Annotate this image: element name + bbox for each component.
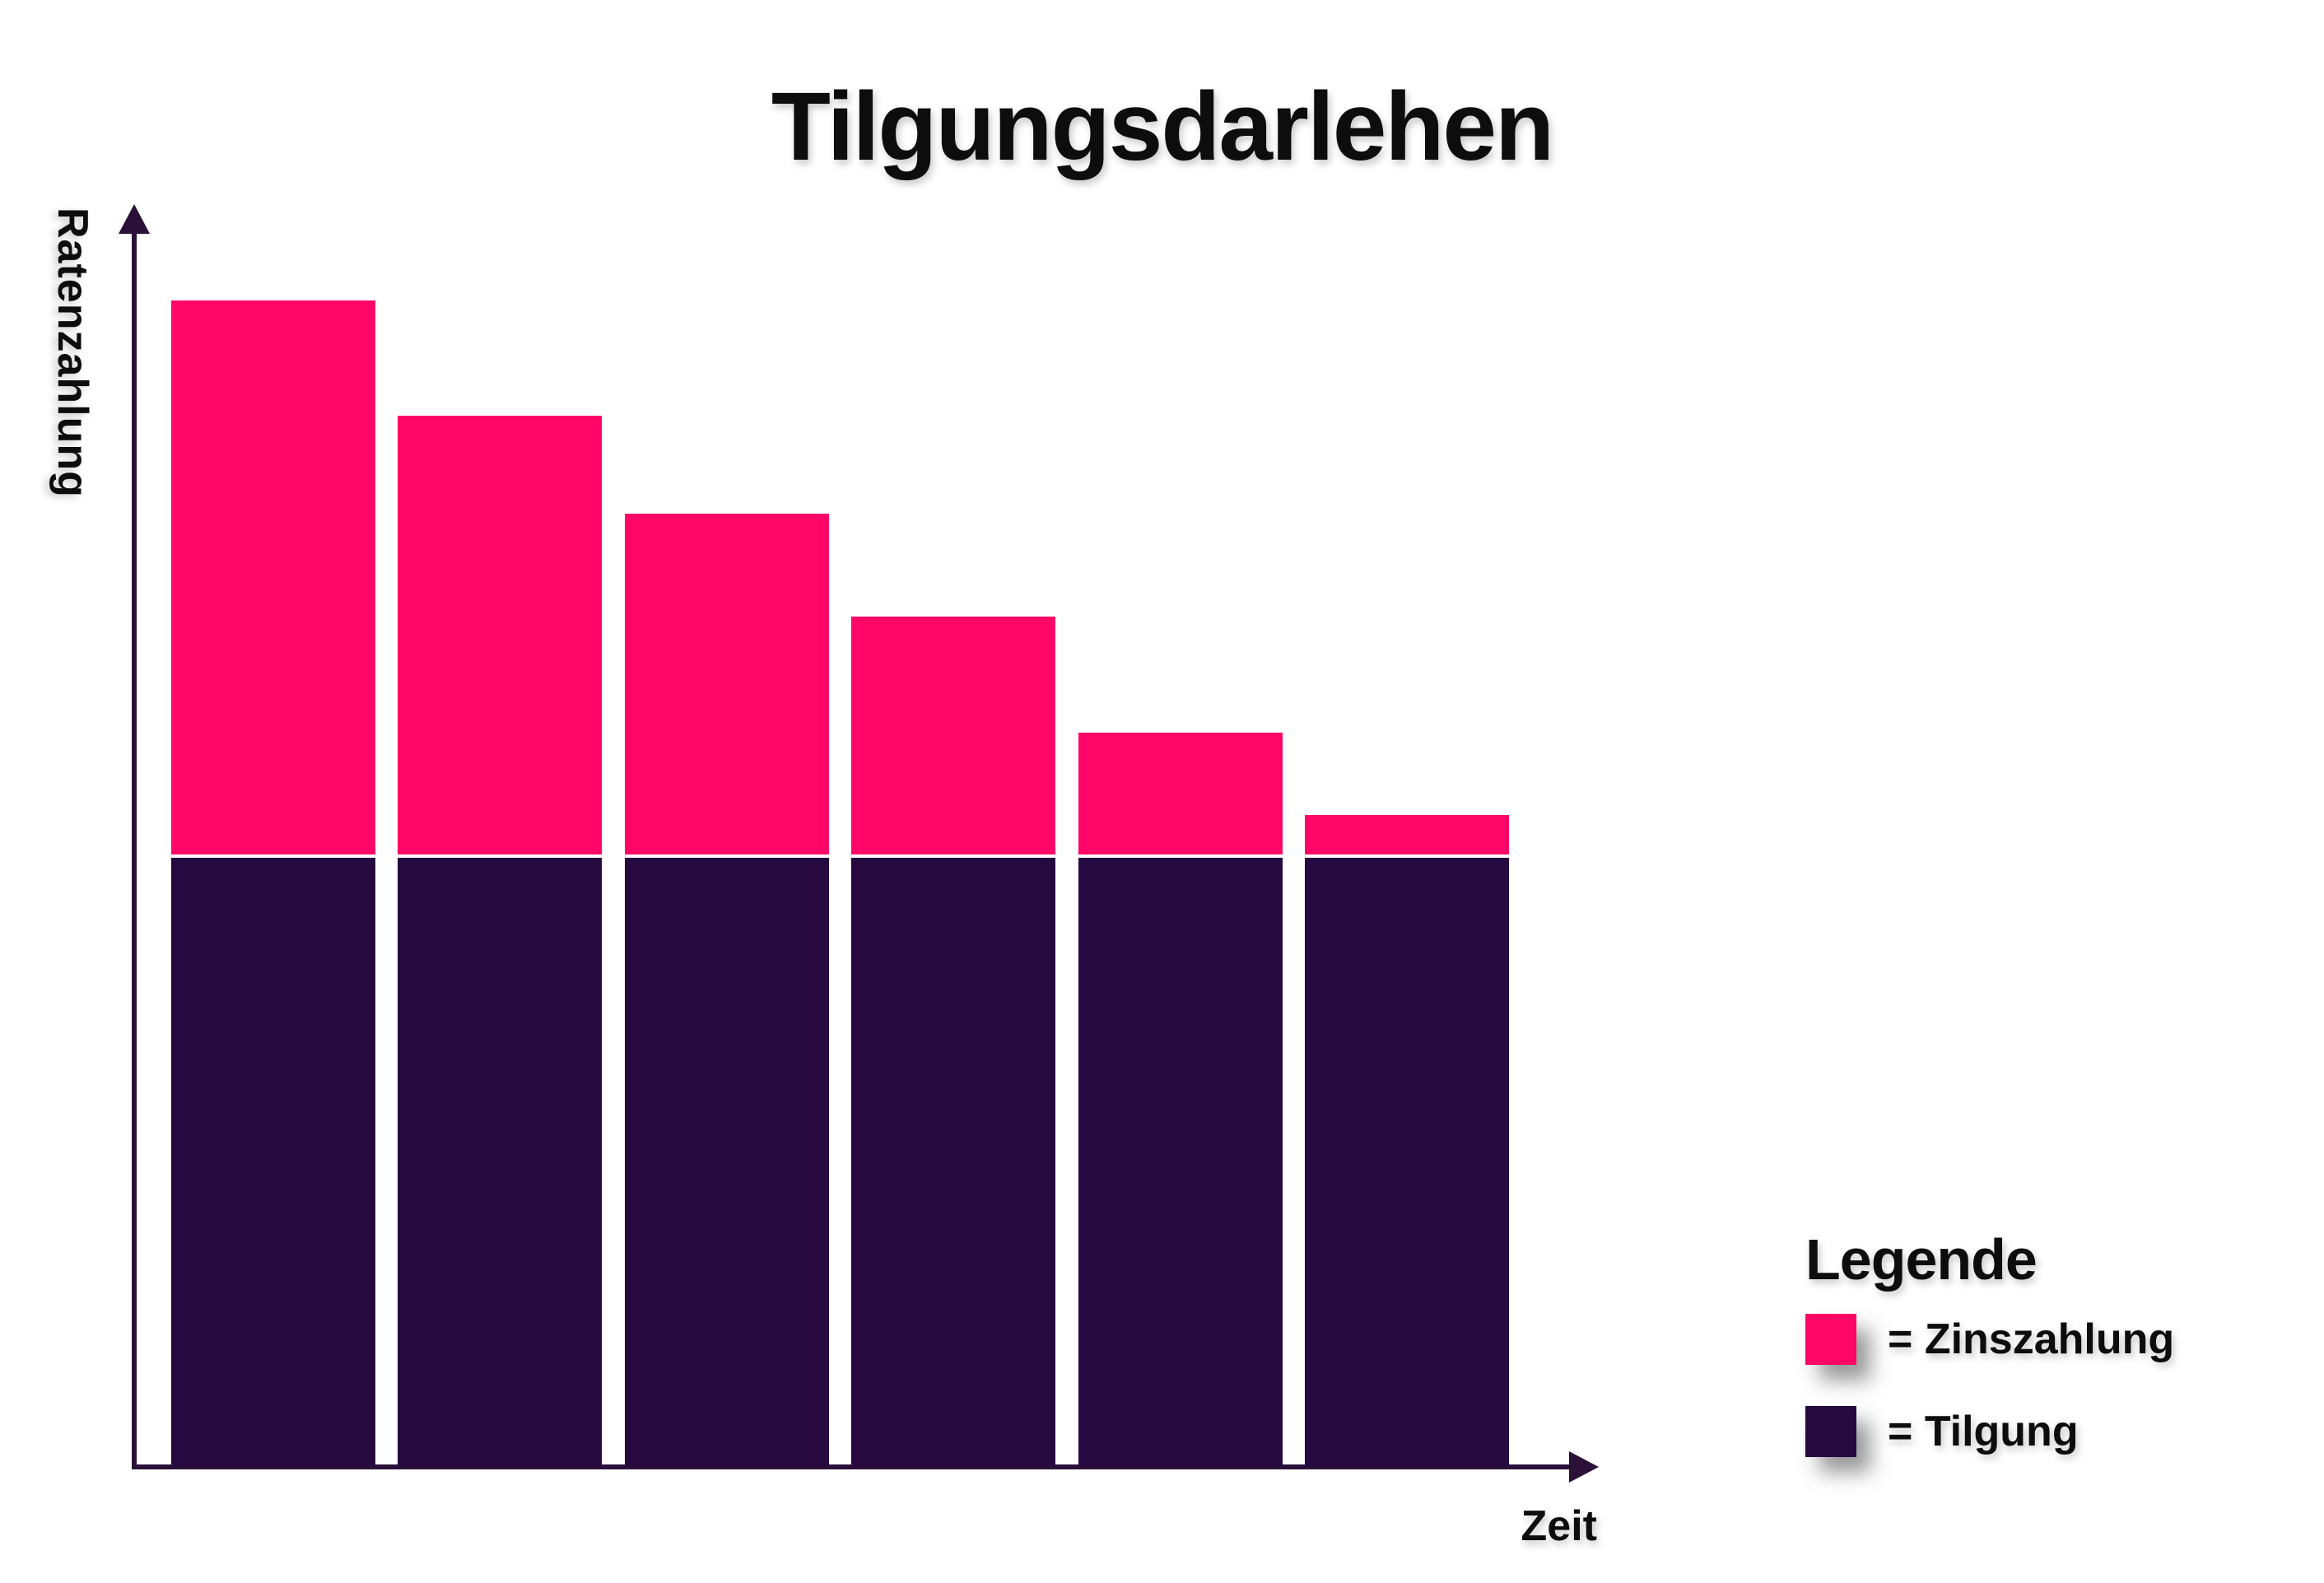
segment-zinszahlung bbox=[851, 617, 1056, 854]
legend-swatch-tilgung bbox=[1805, 1406, 1856, 1457]
legend-label-tilgung: = Tilgung bbox=[1888, 1408, 2079, 1455]
segment-tilgung bbox=[851, 858, 1056, 1467]
x-axis-label: Zeit bbox=[1521, 1502, 1597, 1550]
segment-zinszahlung bbox=[1305, 814, 1509, 854]
segment-tilgung bbox=[398, 858, 603, 1467]
bar-rate-3 bbox=[624, 513, 829, 1467]
bar-rate-2 bbox=[398, 416, 603, 1467]
segment-tilgung bbox=[624, 858, 829, 1467]
plot-area bbox=[134, 207, 1583, 1467]
legend-label-zinszahlung: = Zinszahlung bbox=[1888, 1315, 2175, 1363]
legend-swatch-zinszahlung bbox=[1805, 1314, 1856, 1365]
bar-rate-5 bbox=[1078, 733, 1283, 1467]
segment-zinszahlung bbox=[1078, 733, 1283, 854]
segment-tilgung bbox=[171, 858, 375, 1467]
legend-title: Legende bbox=[1805, 1227, 2038, 1292]
legend: Legende = Zinszahlung = Tilgung bbox=[1805, 1227, 2266, 1457]
segment-tilgung bbox=[1078, 858, 1283, 1467]
y-axis-label: Ratenzahlung bbox=[49, 207, 96, 498]
bar-rate-1 bbox=[171, 300, 375, 1467]
segment-zinszahlung bbox=[398, 416, 603, 854]
segment-zinszahlung bbox=[624, 513, 829, 854]
x-axis-line bbox=[132, 1464, 1572, 1469]
bar-rate-6 bbox=[1305, 814, 1509, 1467]
x-axis-arrowhead-icon bbox=[1569, 1451, 1599, 1483]
chart-title: Tilgungsdarlehen bbox=[771, 72, 1554, 181]
segment-tilgung bbox=[1305, 858, 1509, 1467]
legend-item-zinszahlung: = Zinszahlung bbox=[1805, 1314, 2266, 1365]
segment-zinszahlung bbox=[171, 300, 375, 854]
bar-rate-4 bbox=[851, 617, 1056, 1467]
y-axis-line bbox=[132, 229, 137, 1469]
legend-item-tilgung: = Tilgung bbox=[1805, 1406, 2266, 1457]
